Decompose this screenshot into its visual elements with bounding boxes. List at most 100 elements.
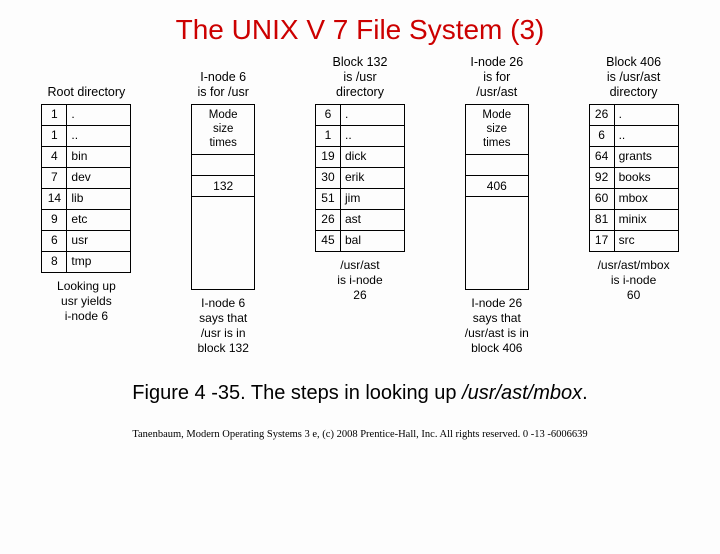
table-row: 81minix [590, 209, 678, 230]
inode-number: 92 [590, 168, 615, 188]
inode-number: 30 [316, 168, 341, 188]
inode-gap [466, 155, 528, 175]
inode-mode: Modesizetimes [466, 105, 528, 154]
entry-name: bal [341, 231, 404, 251]
entry-name: books [615, 168, 678, 188]
column-0: Root directory1.1..4bin7dev14lib9etc6usr… [38, 54, 134, 356]
entry-name: .. [67, 126, 130, 146]
table-row: 45bal [316, 230, 404, 251]
inode-gap [192, 155, 254, 175]
inode-number: 7 [42, 168, 67, 188]
inode-number: 1 [42, 126, 67, 146]
inode-number: 26 [590, 105, 615, 125]
table-row: 64grants [590, 146, 678, 167]
copyright-line: Tanenbaum, Modern Operating Systems 3 e,… [0, 429, 720, 440]
entry-name: mbox [615, 189, 678, 209]
table-row: 26ast [316, 209, 404, 230]
caption-prefix: Figure 4 -35. The steps in looking up [132, 382, 462, 404]
table-row: 1.. [316, 125, 404, 146]
inode-number: 9 [42, 210, 67, 230]
entry-name: .. [341, 126, 404, 146]
inode-number: 81 [590, 210, 615, 230]
figure-caption: Figure 4 -35. The steps in looking up /u… [0, 382, 720, 405]
inode-number: 51 [316, 189, 341, 209]
column-footer: I-node 26says that/usr/ast is inblock 40… [465, 296, 529, 356]
entry-name: dev [67, 168, 130, 188]
inode-number: 17 [590, 231, 615, 251]
table-row: 6. [316, 105, 404, 125]
table-row: 6.. [590, 125, 678, 146]
inode-rest [192, 197, 254, 289]
entry-name: src [615, 231, 678, 251]
inode-number: 1 [316, 126, 341, 146]
directory-table: 6.1..19dick30erik51jim26ast45bal [315, 104, 405, 252]
inode-mode: Modesizetimes [192, 105, 254, 154]
table-row: 1.. [42, 125, 130, 146]
inode-number: 6 [42, 231, 67, 251]
entry-name: . [67, 105, 130, 125]
table-row: 17src [590, 230, 678, 251]
table-row: 14lib [42, 188, 130, 209]
table-row: 1. [42, 105, 130, 125]
inode-number: 1 [42, 105, 67, 125]
column-header: I-node 26is for/usr/ast [470, 54, 523, 100]
table-row: 60mbox [590, 188, 678, 209]
caption-suffix: . [582, 382, 588, 404]
column-footer: Looking upusr yieldsi-node 6 [57, 279, 116, 324]
column-footer: I-node 6says that/usr is inblock 132 [198, 296, 249, 356]
entry-name: minix [615, 210, 678, 230]
inode-number: 26 [316, 210, 341, 230]
entry-name: . [615, 105, 678, 125]
entry-name: grants [615, 147, 678, 167]
entry-name: jim [341, 189, 404, 209]
table-row: 7dev [42, 167, 130, 188]
entry-name: . [341, 105, 404, 125]
table-row: 19dick [316, 146, 404, 167]
column-2: Block 132is /usrdirectory6.1..19dick30er… [312, 54, 408, 356]
caption-path: /usr/ast/mbox [462, 382, 582, 404]
column-4: Block 406is /usr/astdirectory26.6..64gra… [586, 54, 682, 356]
entry-name: tmp [67, 252, 130, 272]
inode-number: 6 [316, 105, 341, 125]
column-footer: /usr/ast/mboxis i-node60 [598, 258, 670, 303]
column-header: Block 406is /usr/astdirectory [606, 54, 661, 100]
table-row: 30erik [316, 167, 404, 188]
entry-name: lib [67, 189, 130, 209]
table-row: 6usr [42, 230, 130, 251]
entry-name: bin [67, 147, 130, 167]
inode-number: 19 [316, 147, 341, 167]
table-row: 4bin [42, 146, 130, 167]
inode-number: 14 [42, 189, 67, 209]
block-pointer: 132 [192, 176, 254, 196]
slide-title: The UNIX V 7 File System (3) [0, 14, 720, 46]
inode-box: Modesizetimes 132 [191, 104, 255, 290]
inode-number: 8 [42, 252, 67, 272]
entry-name: etc [67, 210, 130, 230]
inode-number: 6 [590, 126, 615, 146]
block-pointer: 406 [466, 176, 528, 196]
entry-name: ast [341, 210, 404, 230]
column-footer: /usr/astis i-node26 [337, 258, 382, 303]
directory-table: 1.1..4bin7dev14lib9etc6usr8tmp [41, 104, 131, 273]
inode-number: 4 [42, 147, 67, 167]
entry-name: dick [341, 147, 404, 167]
inode-rest [466, 197, 528, 289]
entry-name: .. [615, 126, 678, 146]
inode-number: 60 [590, 189, 615, 209]
diagram-container: Root directory1.1..4bin7dev14lib9etc6usr… [0, 54, 720, 356]
table-row: 26. [590, 105, 678, 125]
entry-name: erik [341, 168, 404, 188]
column-header: Root directory [47, 54, 125, 100]
inode-number: 64 [590, 147, 615, 167]
table-row: 92books [590, 167, 678, 188]
table-row: 9etc [42, 209, 130, 230]
entry-name: usr [67, 231, 130, 251]
column-3: I-node 26is for/usr/ast Modesizetimes 406 I… [449, 54, 545, 356]
column-header: Block 132is /usrdirectory [333, 54, 388, 100]
table-row: 8tmp [42, 251, 130, 272]
directory-table: 26.6..64grants92books60mbox81minix17src [589, 104, 679, 252]
table-row: 51jim [316, 188, 404, 209]
column-1: I-node 6is for /usr Modesizetimes 132 I-nod… [175, 54, 271, 356]
column-header: I-node 6is for /usr [197, 54, 248, 100]
inode-number: 45 [316, 231, 341, 251]
